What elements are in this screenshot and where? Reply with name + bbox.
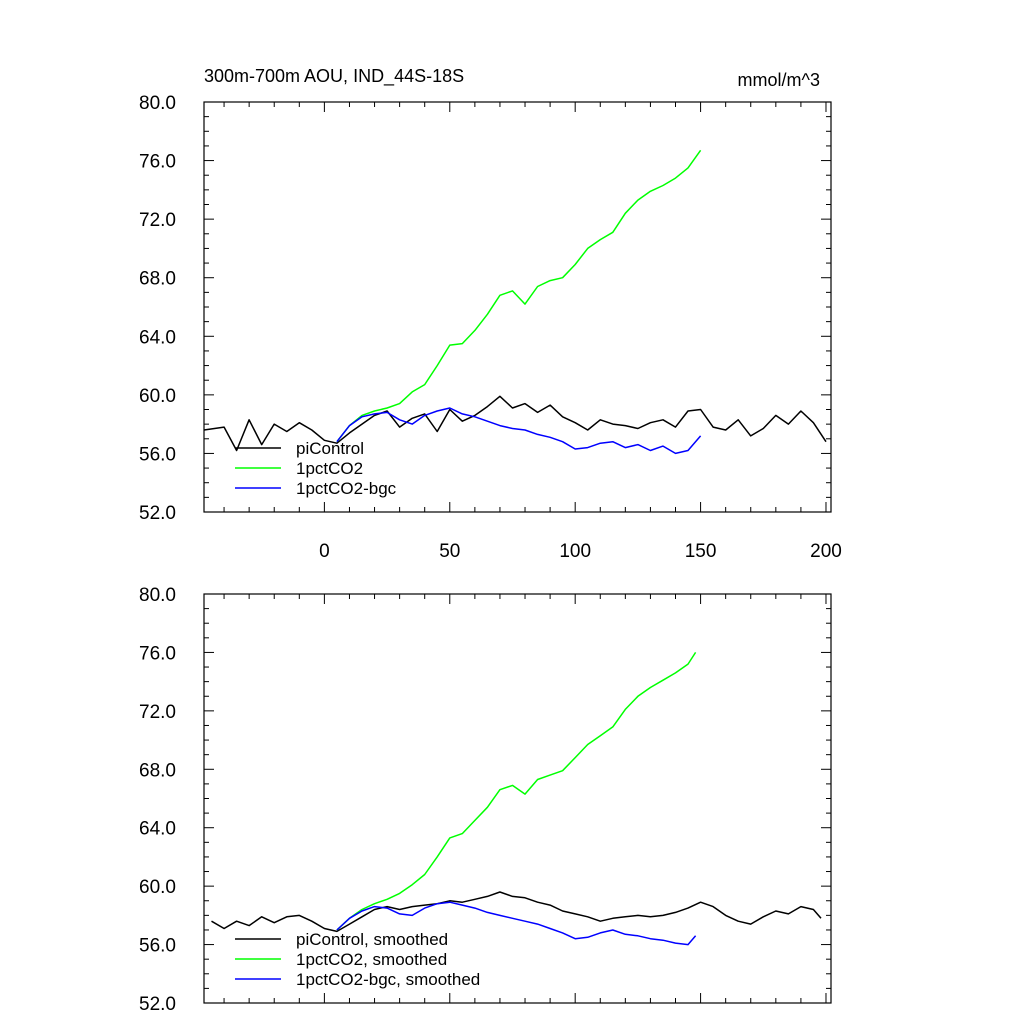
y-tick-label: 64.0 — [139, 327, 176, 348]
y-tick-label: 80.0 — [139, 93, 176, 114]
y-tick-label: 72.0 — [139, 210, 176, 231]
x-tick-label: 150 — [685, 541, 717, 562]
y-tick-label: 52.0 — [139, 994, 176, 1015]
y-tick-label: 68.0 — [139, 269, 176, 290]
legend-label: 1pctCO2 — [296, 459, 363, 478]
series-line-1pctco2-bgc — [336, 407, 702, 455]
x-tick-label: 0 — [319, 541, 330, 562]
y-tick-label: 72.0 — [139, 702, 176, 723]
x-tick-label: 50 — [439, 541, 460, 562]
units-label: mmol/m^3 — [738, 70, 820, 90]
y-tick-label: 56.0 — [139, 444, 176, 465]
smoothed-panel: 52.0 56.0 60.0 64.0 68.0 72.0 76.0 80.0 piContro… — [139, 585, 832, 1015]
x-tick-label: 100 — [559, 541, 591, 562]
y-tick-label: 80.0 — [139, 585, 176, 606]
y-tick-label: 56.0 — [139, 936, 176, 957]
legend-label: piControl, smoothed — [296, 930, 448, 949]
series-line-1pctco2-smoothed — [336, 651, 697, 931]
y-tick-label: 68.0 — [139, 760, 176, 781]
y-tick-label: 60.0 — [139, 386, 176, 407]
series-line-picontrol-smoothed — [211, 891, 822, 933]
x-tick-label: 200 — [810, 541, 842, 562]
y-tick-label: 52.0 — [139, 503, 176, 524]
series-line-1pctco2 — [336, 149, 702, 443]
y-tick-label: 76.0 — [139, 643, 176, 664]
y-tick-label: 64.0 — [139, 819, 176, 840]
y-tick-label: 76.0 — [139, 152, 176, 173]
series-line-picontrol — [203, 395, 827, 452]
legend-label: 1pctCO2-bgc, smoothed — [296, 970, 480, 989]
raw-panel: 52.0 56.0 60.0 64.0 68.0 72.0 76.0 80.0 0 50 100 15… — [139, 93, 842, 562]
legend-label: 1pctCO2, smoothed — [296, 950, 447, 969]
legend-label: 1pctCO2-bgc — [296, 479, 397, 498]
y-tick-label: 60.0 — [139, 877, 176, 898]
legend-label: piControl — [296, 439, 364, 458]
series-line-1pctco2-bgc-smoothed — [336, 901, 697, 946]
chart-title: 300m-700m AOU, IND_44S-18S — [204, 66, 464, 87]
